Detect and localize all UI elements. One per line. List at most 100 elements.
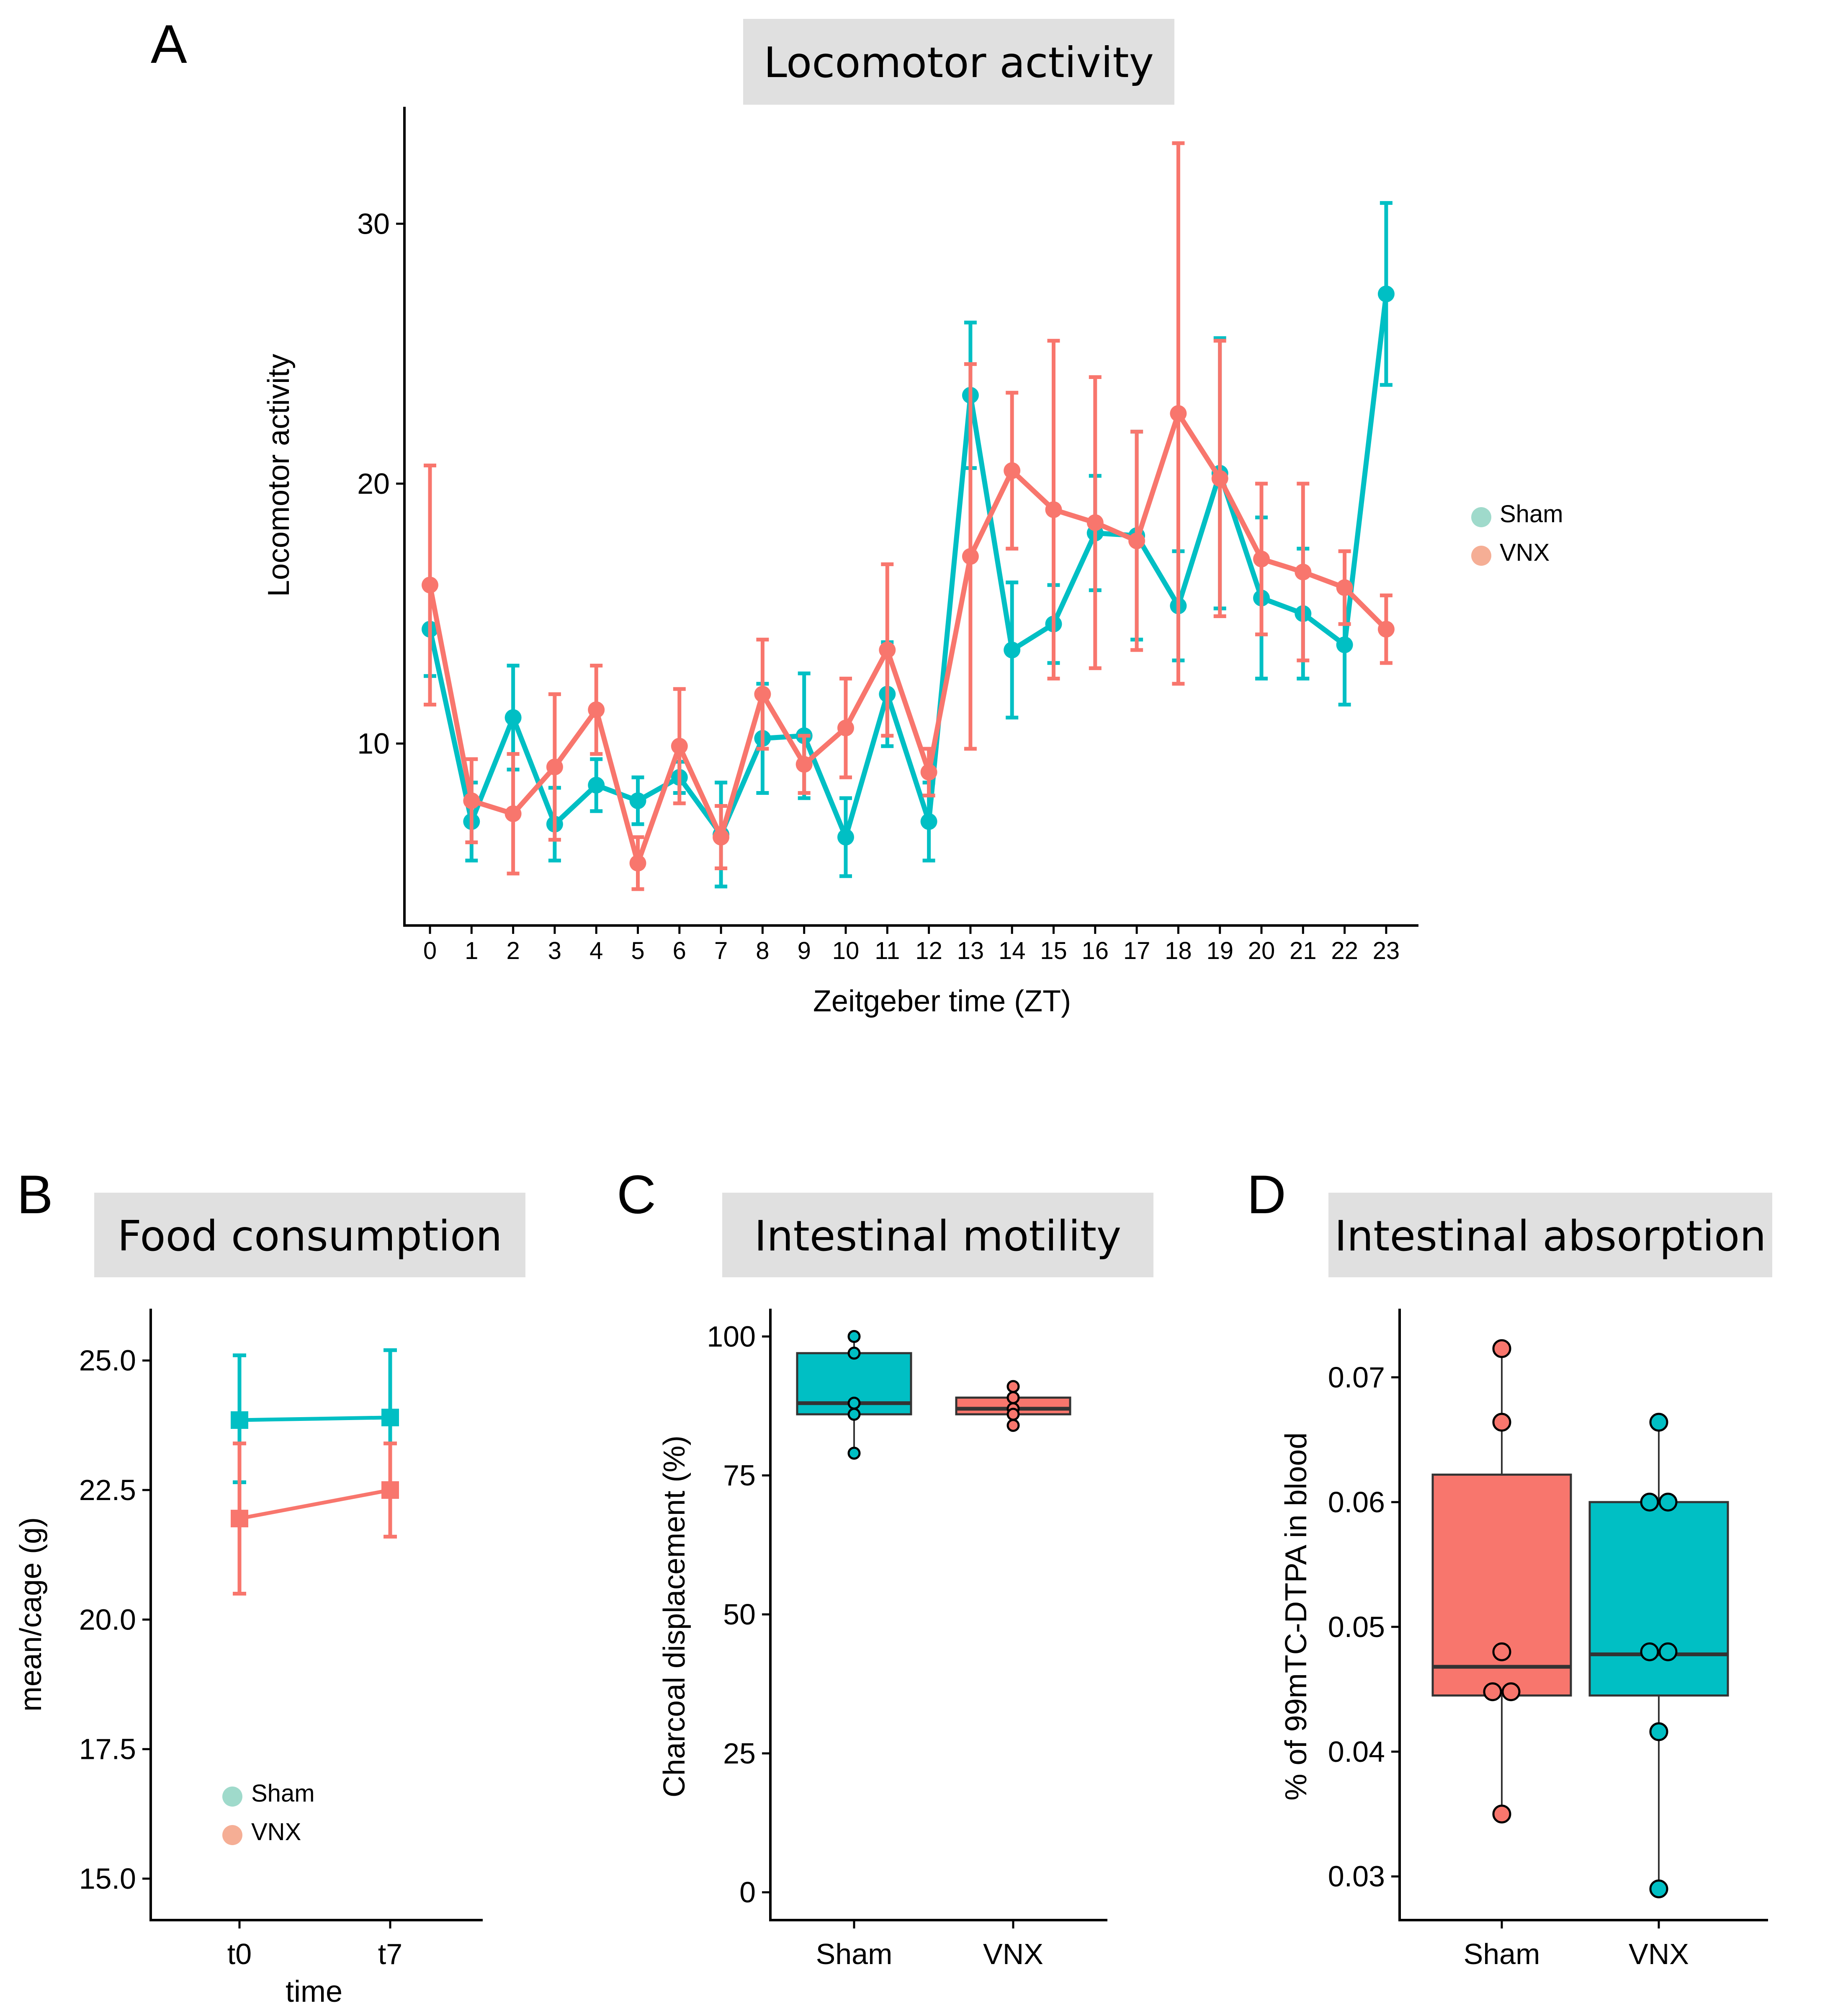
y-tick-label: 30 — [357, 207, 390, 240]
panel-a-legend: Sham VNX — [1471, 500, 1563, 566]
y-tick-label: 20 — [357, 467, 390, 500]
panel-a-title: Locomotor activity — [764, 38, 1154, 87]
data-point — [754, 686, 771, 703]
x-tick-label: 14 — [999, 937, 1026, 964]
y-tick-label: 25.0 — [79, 1344, 136, 1377]
x-tick-label: VNX — [1629, 1938, 1689, 1970]
x-tick-label: 9 — [798, 937, 811, 964]
x-tick-label: 20 — [1248, 937, 1275, 964]
panel-b-legend: Sham VNX — [222, 1780, 315, 1846]
data-point — [1649, 1413, 1668, 1432]
data-point — [1492, 1339, 1511, 1358]
y-tick-label: 22.5 — [79, 1474, 136, 1506]
data-point — [1649, 1879, 1668, 1899]
data-point — [1658, 1493, 1678, 1512]
data-point — [381, 1408, 399, 1426]
panel-c-x-ticks: Sham VNX — [816, 1920, 1043, 1970]
y-tick-label: 0.03 — [1328, 1860, 1385, 1893]
data-point — [629, 792, 646, 809]
panel-c-boxes — [796, 1330, 1071, 1460]
x-tick-label: 22 — [1331, 937, 1358, 964]
data-point — [1658, 1642, 1678, 1661]
x-tick-label: 2 — [506, 937, 520, 964]
series-line — [239, 1415, 391, 1422]
series-sham — [422, 201, 1395, 889]
x-tick-label: 16 — [1082, 937, 1109, 964]
data-point — [1006, 1391, 1020, 1404]
panel-b-x-label: time — [286, 1975, 342, 2008]
box-vnx — [1588, 1413, 1729, 1899]
data-point — [1295, 563, 1312, 580]
data-point — [505, 805, 522, 822]
y-tick-label: 75 — [723, 1459, 756, 1492]
data-point — [1006, 1408, 1020, 1421]
box-sham — [796, 1330, 912, 1460]
panel-a-title-box — [743, 19, 1174, 105]
panel-c: C Intestinal motility Charcoal displacem… — [617, 1164, 1153, 1970]
y-tick-label: 17.5 — [79, 1733, 136, 1766]
panel-d-letter: D — [1247, 1164, 1286, 1225]
data-point — [1377, 285, 1395, 302]
data-point — [1492, 1413, 1511, 1432]
panel-b-y-ticks: 15.0 17.5 20.0 22.5 25.0 — [79, 1344, 151, 1895]
data-point — [629, 855, 646, 872]
data-point — [1086, 514, 1104, 531]
data-point — [1492, 1805, 1511, 1824]
x-tick-label: 4 — [589, 937, 603, 964]
panel-a: A Locomotor activity Locomotor activity … — [151, 13, 1563, 1018]
x-tick-label: 10 — [832, 937, 860, 964]
panel-b: B Food consumption mean/cage (g) time 15… — [14, 1164, 525, 2008]
series-line — [239, 1488, 391, 1521]
y-tick-label: 15.0 — [79, 1862, 136, 1895]
x-tick-label: 12 — [915, 937, 942, 964]
data-point — [231, 1411, 248, 1429]
panel-a-series — [422, 141, 1395, 891]
y-tick-label: 25 — [723, 1737, 756, 1770]
data-point — [837, 719, 854, 737]
x-tick-label: 15 — [1040, 937, 1067, 964]
data-point — [847, 1330, 861, 1343]
data-point — [588, 776, 605, 794]
data-point — [1128, 532, 1145, 549]
data-point — [463, 792, 480, 809]
x-tick-label: 17 — [1123, 937, 1151, 964]
panel-c-y-ticks: 0 25 50 75 100 — [707, 1320, 770, 1909]
x-tick-label: 7 — [714, 937, 728, 964]
data-point — [847, 1397, 861, 1410]
x-tick-label: 6 — [673, 937, 686, 964]
data-point — [1649, 1722, 1668, 1741]
y-tick-label: 100 — [707, 1320, 756, 1353]
x-tick-label: t7 — [378, 1938, 402, 1970]
panel-b-series — [231, 1348, 399, 1596]
x-tick-label: VNX — [983, 1938, 1043, 1970]
data-point — [1640, 1642, 1659, 1661]
data-point — [588, 701, 605, 718]
data-point — [1492, 1642, 1511, 1661]
panel-d-x-ticks: Sham VNX — [1464, 1920, 1689, 1970]
data-point — [920, 763, 937, 781]
panel-b-title-box — [94, 1193, 525, 1277]
panel-c-title: Intestinal motility — [754, 1212, 1121, 1261]
panel-d-title: Intestinal absorption — [1334, 1212, 1766, 1261]
data-point — [381, 1481, 399, 1499]
data-point — [847, 1446, 861, 1460]
panel-a-y-ticks: 10 20 30 — [357, 207, 404, 760]
panel-d-y-label: % of 99mTC-DTPA in blood — [1279, 1432, 1313, 1800]
panel-b-legend-sham: Sham — [251, 1780, 315, 1807]
panel-a-legend-sham-key — [1471, 507, 1491, 527]
panel-a-x-label: Zeitgeber time (ZT) — [813, 985, 1071, 1018]
x-tick-label: Sham — [816, 1938, 893, 1970]
series-sham — [231, 1348, 399, 1487]
x-tick-label: Sham — [1464, 1938, 1540, 1970]
y-tick-label: 0.07 — [1328, 1361, 1385, 1394]
data-point — [847, 1408, 861, 1421]
panel-c-letter: C — [617, 1164, 656, 1225]
x-tick-label: 1 — [465, 937, 478, 964]
y-tick-label: 0 — [739, 1876, 756, 1909]
data-point — [879, 642, 896, 659]
x-tick-label: 21 — [1290, 937, 1317, 964]
y-tick-label: 0.06 — [1328, 1486, 1385, 1518]
panel-b-x-ticks: t0 t7 — [227, 1920, 402, 1970]
x-tick-label: 5 — [631, 937, 644, 964]
box-sham — [1431, 1339, 1572, 1824]
